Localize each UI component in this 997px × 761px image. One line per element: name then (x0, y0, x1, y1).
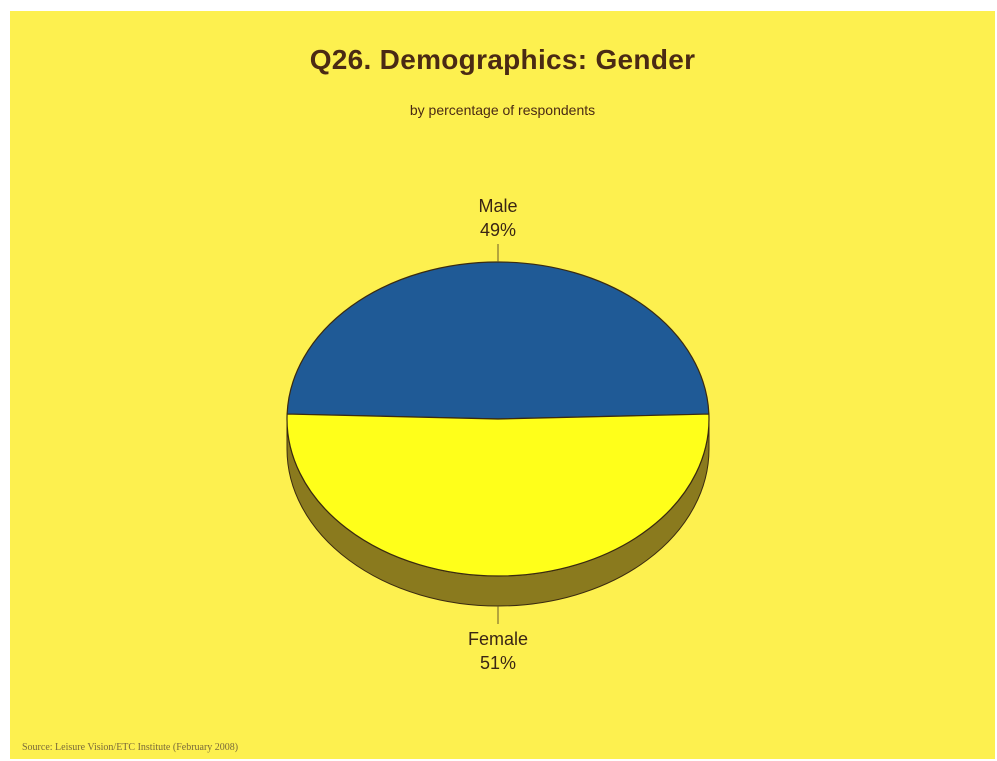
slice-label-female: Female (468, 629, 528, 649)
chart-slide: Q26. Demographics: Gender by percentage … (10, 11, 995, 759)
pie-slice-female (286, 413, 710, 577)
pie-layer: Male 49% Female 51% (286, 196, 710, 673)
chart-title: Q26. Demographics: Gender (309, 44, 696, 75)
chart-subtitle: by percentage of respondents (409, 102, 596, 118)
slice-value-male: 49% (480, 220, 516, 240)
slice-label-male: Male (478, 196, 517, 216)
slice-value-female: 51% (480, 653, 516, 673)
source-note: Source: Leisure Vision/ETC Institute (Fe… (22, 742, 239, 753)
pie-chart: Male 49% Female 51% (286, 196, 710, 673)
pie-slice-male (286, 261, 710, 420)
